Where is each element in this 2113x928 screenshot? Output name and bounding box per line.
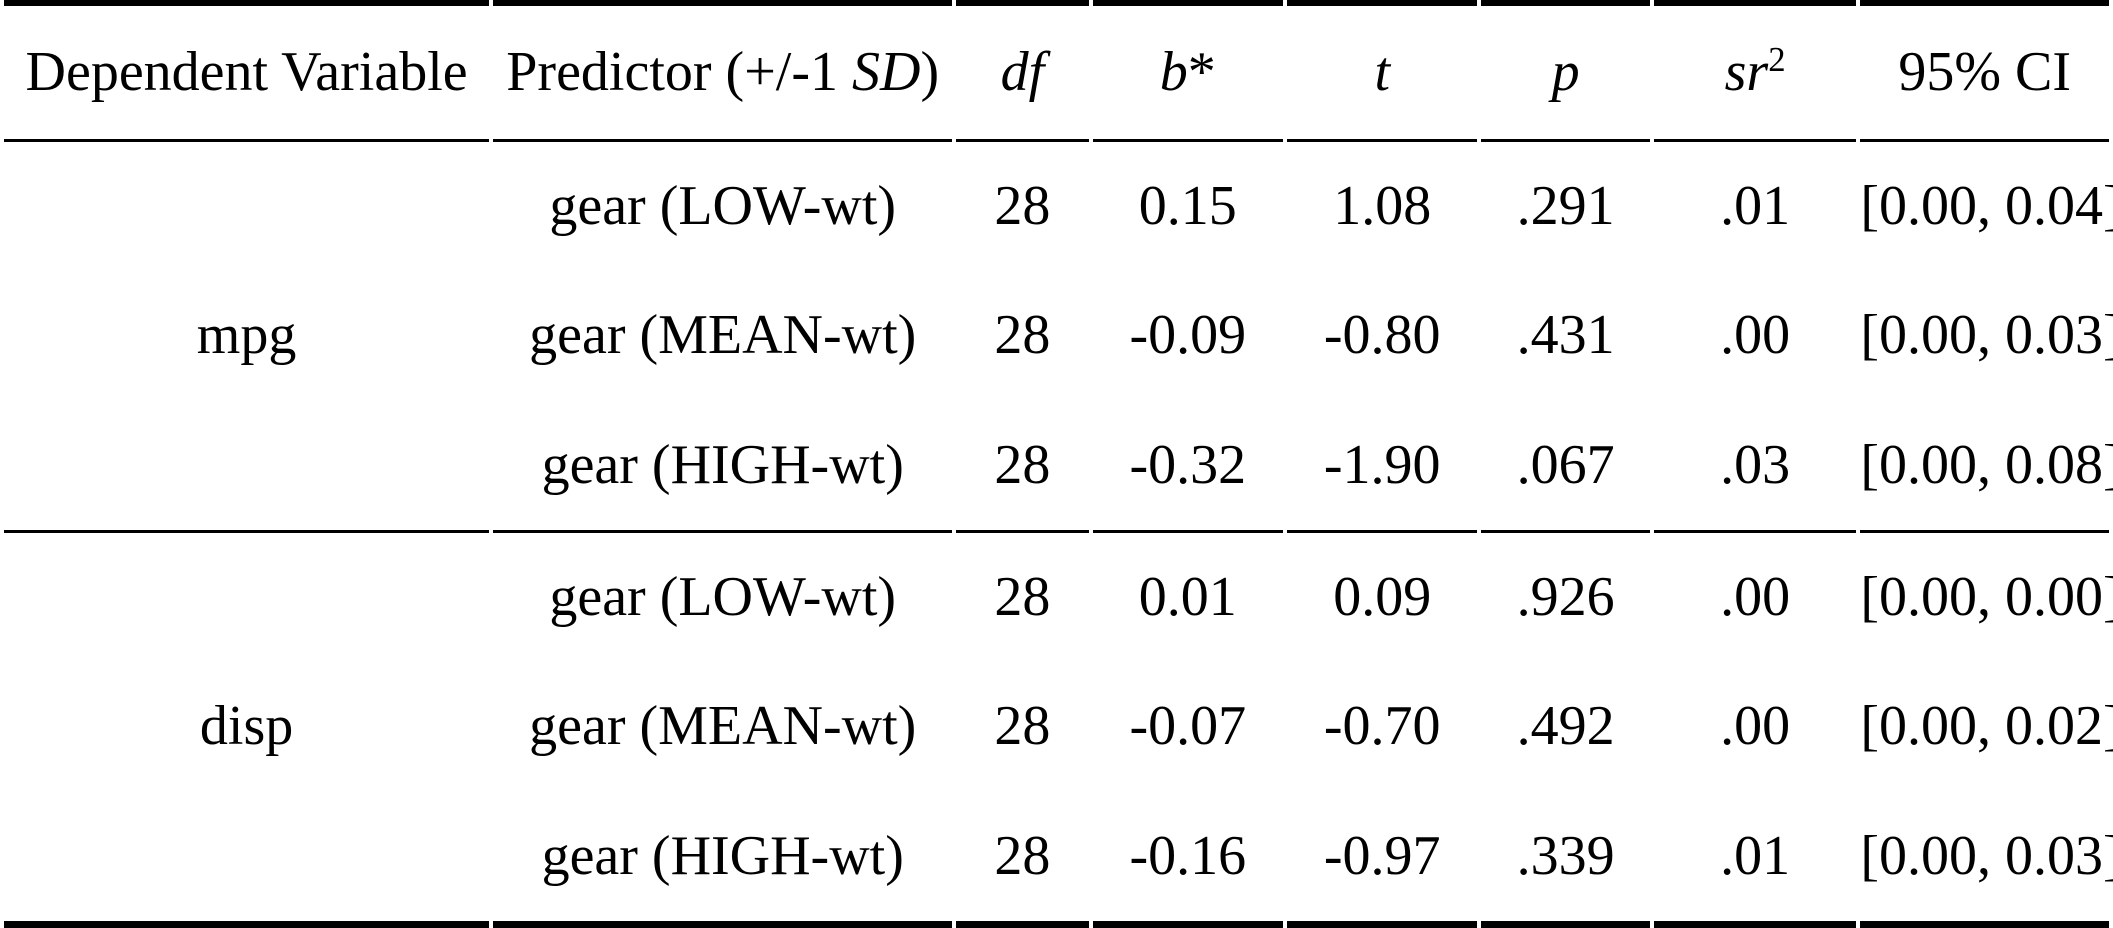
df-cell: 28	[994, 175, 1051, 238]
sr2-cell: .01	[1720, 175, 1791, 238]
t-cell: -1.90	[1287, 401, 1478, 534]
p-cell: .431	[1516, 304, 1615, 367]
beta-cell: 0.01	[1138, 565, 1237, 628]
predictor-cell: gear (LOW-wt)	[549, 565, 897, 628]
sr2-cell: .03	[1653, 401, 1857, 534]
predictor-header-sd: SD	[852, 40, 921, 103]
sr2-cell: .00	[1720, 565, 1791, 628]
predictor-cell: gear (MEAN-wt)	[529, 304, 917, 367]
sr-symbol: sr	[1724, 40, 1769, 103]
table-row: gear (HIGH-wt) 28 -0.16 -0.97 .339 .01 […	[4, 792, 2113, 928]
ci-cell: [0.00, 0.04]	[1860, 175, 2113, 238]
p-cell: .492	[1516, 695, 1615, 758]
t-cell: -0.70	[1323, 695, 1441, 758]
col-header-sr2: sr2	[1653, 0, 1857, 143]
dv-cell: mpg	[4, 142, 490, 534]
p-cell: .291	[1516, 175, 1615, 238]
predictor-cell: gear (LOW-wt)	[549, 175, 897, 238]
table-row: gear (MEAN-wt) 28 -0.09 -0.80 .431 .00 […	[4, 272, 2113, 401]
predictor-header-close: )	[920, 40, 940, 103]
df-cell: 28	[956, 792, 1089, 928]
sr-superscript: 2	[1768, 39, 1786, 79]
df-cell: 28	[994, 565, 1051, 628]
ci-cell: [0.00, 0.00]	[1860, 565, 2113, 628]
ci-cell: [0.00, 0.03]	[1860, 792, 2113, 928]
sr2-cell: .00	[1720, 304, 1791, 367]
p-cell: .339	[1481, 792, 1650, 928]
table-row: gear (MEAN-wt) 28 -0.07 -0.70 .492 .00 […	[4, 662, 2113, 791]
df-cell: 28	[956, 401, 1089, 534]
t-cell: -0.97	[1287, 792, 1478, 928]
col-header-df: df	[956, 0, 1089, 143]
beta-cell: 0.15	[1138, 175, 1237, 238]
t-cell: 1.08	[1333, 175, 1432, 238]
t-cell: -0.80	[1323, 304, 1441, 367]
t-cell: 0.09	[1333, 565, 1432, 628]
predictor-cell: gear (HIGH-wt)	[493, 401, 953, 534]
predictor-header-text: Predictor (+/-1	[506, 40, 852, 103]
df-cell: 28	[994, 304, 1051, 367]
col-header-predictor: Predictor (+/-1 SD)	[493, 0, 953, 143]
sr2-cell: .00	[1720, 695, 1791, 758]
df-cell: 28	[994, 695, 1051, 758]
ci-cell: [0.00, 0.02]	[1860, 695, 2113, 758]
predictor-cell: gear (MEAN-wt)	[529, 695, 917, 758]
beta-symbol: b	[1159, 40, 1188, 103]
col-header-ci: 95% CI	[1860, 0, 2109, 143]
beta-asterisk: *	[1187, 40, 1216, 103]
ci-cell: [0.00, 0.03]	[1860, 304, 2113, 367]
beta-cell: -0.32	[1092, 401, 1284, 534]
beta-cell: -0.16	[1092, 792, 1284, 928]
beta-cell: -0.09	[1129, 304, 1247, 367]
p-cell: .926	[1516, 565, 1615, 628]
p-cell: .067	[1481, 401, 1650, 534]
ci-cell: [0.00, 0.08]	[1860, 401, 2113, 534]
table-row: gear (HIGH-wt) 28 -0.32 -1.90 .067 .03 […	[4, 401, 2113, 534]
predictor-cell: gear (HIGH-wt)	[493, 792, 953, 928]
col-header-p: p	[1481, 0, 1650, 143]
sr2-cell: .01	[1653, 792, 1857, 928]
col-header-dependent-variable: Dependent Variable	[4, 0, 490, 143]
table-row: disp gear (LOW-wt) 28 0.01 0.09 .926 .00…	[4, 533, 2113, 928]
beta-cell: -0.07	[1129, 695, 1247, 758]
table-header-row: Dependent Variable Predictor (+/-1 SD) d…	[4, 0, 2109, 143]
col-header-t: t	[1287, 0, 1478, 143]
col-header-beta: b*	[1092, 0, 1284, 143]
dv-cell: disp	[4, 533, 490, 928]
table-row: mpg gear (LOW-wt) 28 0.15 1.08 .291 .01 …	[4, 142, 2113, 534]
